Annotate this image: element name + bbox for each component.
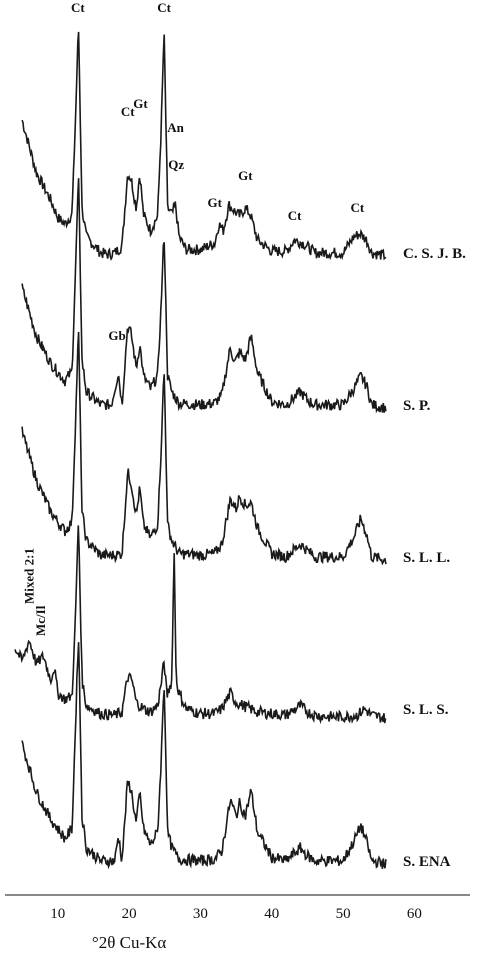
peak-label-5: Qz [168, 157, 184, 172]
x-axis-ticks: 10 20 30 40 50 60 [50, 906, 422, 922]
series-line-3 [14, 525, 387, 725]
series-line-4 [21, 642, 387, 870]
peak-label-2: Gt [133, 96, 148, 111]
series-line-2 [21, 331, 387, 566]
peak-label-8: Ct [288, 208, 302, 223]
diffraction-patterns [14, 31, 387, 870]
x-axis-label: °2θ Cu-Kα [92, 933, 166, 952]
series-name-3: S. L. S. [403, 702, 449, 718]
x-tick-label-0: 10 [50, 906, 65, 922]
series-name-0: C. S. J. B. [403, 246, 466, 262]
peak-label-3: Ct [157, 0, 171, 15]
series-names: C. S. J. B. S. P. S. L. L. S. L. S. S. ENA [403, 246, 466, 870]
x-tick-label-1: 20 [122, 906, 137, 922]
x-tick-label-3: 40 [264, 906, 279, 922]
series-line-1 [21, 178, 387, 414]
peak-label-11: Mixed 2:1 [22, 548, 37, 604]
peak-label-12: Mc/Il [33, 605, 48, 636]
peak-label-7: Gt [238, 168, 253, 183]
x-tick-label-5: 60 [407, 906, 422, 922]
peak-label-9: Ct [350, 200, 364, 215]
peak-label-6: Gt [207, 195, 222, 210]
x-tick-label-4: 50 [336, 906, 351, 922]
peak-label-0: Ct [71, 0, 85, 15]
peak-label-1: Ct [121, 104, 135, 119]
peak-label-4: An [167, 120, 184, 135]
x-tick-label-2: 30 [193, 906, 208, 922]
series-line-0 [21, 31, 387, 262]
series-name-4: S. ENA [403, 854, 451, 870]
series-name-1: S. P. [403, 398, 431, 414]
peak-label-10: Gb [108, 328, 125, 343]
series-name-2: S. L. L. [403, 550, 450, 566]
